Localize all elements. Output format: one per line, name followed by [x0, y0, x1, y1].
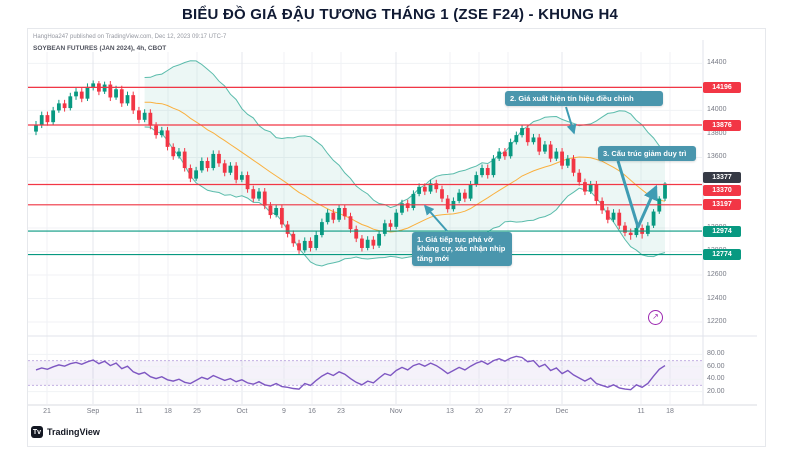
rsi-tick-label: 20.00	[707, 387, 725, 395]
price-level-badge: 12774	[703, 249, 741, 261]
price-tick-label: 12600	[707, 271, 727, 278]
price-tick-label: 14000	[707, 106, 727, 114]
rsi-pane	[28, 353, 702, 393]
rsi-tick-label: 40.00	[707, 375, 725, 383]
time-tick-label: 23	[337, 408, 345, 415]
price-tick-label: 14400	[707, 59, 727, 67]
time-tick-label: 13	[446, 408, 454, 415]
time-tick-label: Nov	[389, 408, 403, 415]
price-level-badge: 14196	[703, 81, 741, 93]
price-tick-label: 12200	[707, 318, 727, 326]
time-tick-label: 18	[164, 408, 172, 415]
price-level-badge: 12974	[703, 225, 741, 237]
time-tick-label: 18	[666, 408, 674, 415]
bollinger-bands	[144, 60, 666, 267]
page-title: BIỂU ĐỒ GIÁ ĐẬU TƯƠNG THÁNG 1 (ZSE F24) …	[181, 6, 619, 23]
attribution-text: HangHoa247 published on TradingView.com,…	[33, 34, 227, 40]
time-tick-label: 16	[308, 408, 316, 415]
time-tick-label: 25	[193, 408, 201, 415]
price-tick-label: 13800	[707, 129, 727, 137]
time-tick-label: Oct	[236, 408, 248, 415]
circled-arrow-icon[interactable]: ↗	[648, 310, 663, 325]
tradingview-logo[interactable]: Tv TradingView	[31, 426, 100, 438]
price-tick-label: 12400	[707, 294, 727, 302]
price-level-badge: 13370	[703, 184, 741, 196]
time-tick-label: 11	[135, 408, 143, 415]
annotation-note[interactable]: 1. Giá tiếp tục phá vỡ kháng cự, xác nhậ…	[412, 232, 512, 267]
price-level-badge: 13876	[703, 119, 741, 131]
time-tick-label: 9	[282, 408, 286, 415]
time-tick-label: 27	[504, 408, 512, 415]
support-resistance-lines[interactable]	[28, 86, 702, 256]
price-level-badge: 13377	[703, 172, 741, 184]
symbol-title[interactable]: SOYBEAN FUTURES (JAN 2024), 4h, CBOT	[33, 45, 167, 52]
time-tick-label: Dec	[555, 408, 569, 415]
rsi-tick-label: 60.00	[707, 362, 725, 370]
time-tick-label: Sep	[86, 408, 100, 415]
pane-separators	[28, 40, 757, 406]
annotation-note[interactable]: 2. Giá xuất hiện tín hiệu điều chỉnh	[505, 91, 663, 107]
time-tick-label: 21	[43, 408, 51, 415]
price-tick-label: 13600	[707, 153, 727, 161]
tradingview-logo-icon: Tv	[31, 426, 43, 438]
rsi-tick-label: 80.00	[707, 350, 725, 358]
annotation-arrows[interactable]	[423, 106, 658, 232]
time-tick-label: 11	[637, 408, 645, 415]
price-level-badge: 13197	[703, 199, 741, 211]
annotation-note[interactable]: 3. Cấu trúc giảm duy trì	[598, 146, 696, 162]
tradingview-logo-text: TradingView	[47, 427, 100, 437]
time-tick-label: 20	[475, 408, 483, 415]
